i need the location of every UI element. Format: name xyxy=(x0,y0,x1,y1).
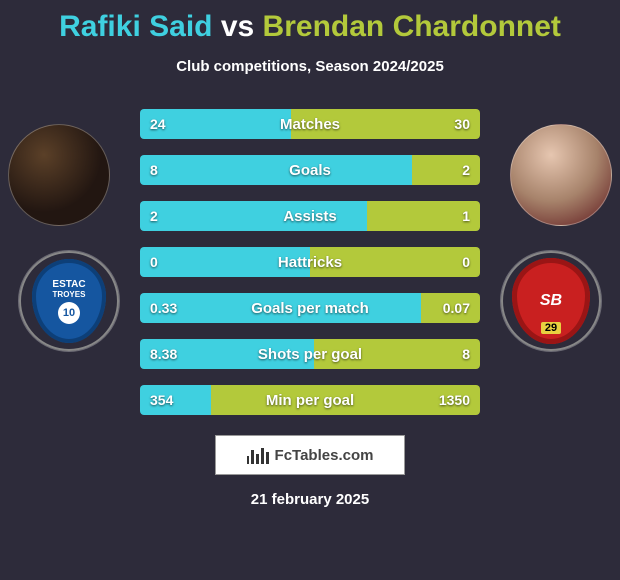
stat-bar-left xyxy=(140,247,310,277)
stat-bar-right xyxy=(314,339,480,369)
stat-row: Goals per match0.330.07 xyxy=(140,293,480,323)
player2-name: Brendan Chardonnet xyxy=(263,10,561,43)
player2-club-num: 29 xyxy=(541,322,561,334)
stat-bar-right xyxy=(211,385,480,415)
stat-bar-left xyxy=(140,109,291,139)
stat-bar-left xyxy=(140,293,421,323)
stat-bar-right xyxy=(421,293,481,323)
stat-bar-track xyxy=(140,201,480,231)
player1-club-num: 10 xyxy=(58,302,80,324)
stat-bar-track xyxy=(140,155,480,185)
stat-row: Hattricks00 xyxy=(140,247,480,277)
stat-bar-right xyxy=(291,109,480,139)
stat-bar-track xyxy=(140,247,480,277)
stat-bar-right xyxy=(412,155,480,185)
stat-bar-track xyxy=(140,385,480,415)
player1-club-sub: TROYES xyxy=(53,290,86,299)
player1-name: Rafiki Said xyxy=(59,10,212,43)
subtitle: Club competitions, Season 2024/2025 xyxy=(0,58,620,75)
stat-bar-track xyxy=(140,339,480,369)
stat-row: Shots per goal8.388 xyxy=(140,339,480,369)
stat-bars: Matches2430 Goals82 Assists21 Hattricks00 Go… xyxy=(140,109,480,415)
stat-bar-left xyxy=(140,201,367,231)
comparison-title: Rafiki Said vs Brendan Chardonnet xyxy=(0,0,620,44)
stat-bar-track xyxy=(140,109,480,139)
player1-club-name: ESTAC xyxy=(52,279,85,290)
stat-row: Goals82 xyxy=(140,155,480,185)
player1-photo xyxy=(8,124,110,226)
footer-date: 21 february 2025 xyxy=(0,491,620,508)
stat-bar-right xyxy=(310,247,480,277)
brand-logo: FcTables.com xyxy=(215,435,405,475)
stat-bar-left xyxy=(140,155,412,185)
stat-row: Matches2430 xyxy=(140,109,480,139)
stat-bar-left xyxy=(140,339,314,369)
player2-club-name: SB xyxy=(540,292,562,310)
brand-text: FcTables.com xyxy=(275,447,374,464)
player2-club-badge: SB 29 xyxy=(500,250,602,352)
stat-row: Assists21 xyxy=(140,201,480,231)
vs-text: vs xyxy=(221,10,254,43)
stat-bar-track xyxy=(140,293,480,323)
player2-photo xyxy=(510,124,612,226)
stat-row: Min per goal3541350 xyxy=(140,385,480,415)
bar-chart-icon xyxy=(247,446,269,464)
player1-club-badge: ESTAC TROYES 10 xyxy=(18,250,120,352)
stat-bar-left xyxy=(140,385,211,415)
stat-bar-right xyxy=(367,201,480,231)
